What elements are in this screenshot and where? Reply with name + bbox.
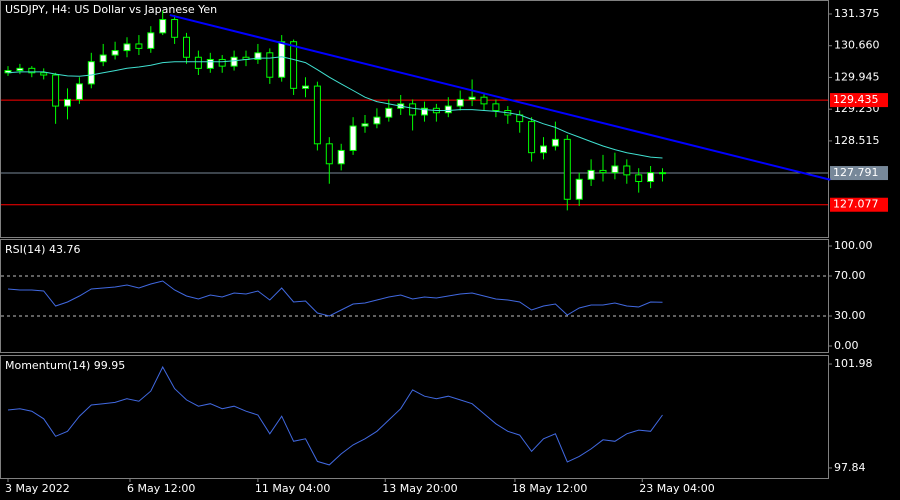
candle-body: [599, 169, 607, 174]
moving-average: [7, 56, 663, 159]
candle-body: [206, 58, 214, 69]
x-tick-label: 18 May 12:00: [512, 482, 587, 495]
candle-body: [147, 32, 155, 49]
candle-body: [290, 41, 298, 89]
x-tick-label: 3 May 2022: [5, 482, 70, 495]
x-tick-label: 11 May 04:00: [255, 482, 330, 495]
candle-body: [456, 98, 464, 107]
price-level-tag: [830, 166, 888, 181]
candle-body: [337, 149, 345, 165]
main-panel-frame: [0, 0, 829, 238]
candle-body: [373, 116, 381, 125]
momentum-panel-frame: [0, 355, 829, 479]
y-tick-label: 97.84: [834, 461, 866, 474]
candle-body: [635, 174, 643, 183]
price-level-tag: [830, 197, 888, 212]
candle-body: [444, 105, 452, 114]
candle-body: [421, 107, 428, 116]
candle-body: [123, 43, 131, 52]
candle-body: [171, 19, 179, 38]
chart-title: USDJPY, H4: US Dollar vs Japanese Yen: [5, 3, 217, 16]
rsi-title: RSI(14) 43.76: [5, 243, 80, 256]
candle-body: [230, 56, 238, 67]
y-tick-label: 70.00: [834, 269, 866, 282]
candle-body: [325, 143, 333, 165]
candle-body: [266, 52, 274, 78]
y-tick-label: 30.00: [834, 309, 866, 322]
trendline: [169, 14, 831, 181]
candle-body: [611, 165, 619, 174]
candle-body: [302, 85, 309, 89]
y-tick-label: 129.945: [834, 70, 880, 83]
candle-body: [194, 56, 202, 69]
candle-body: [575, 178, 583, 200]
price-level-label: 127.077: [833, 198, 879, 211]
candle-body: [587, 169, 595, 180]
candle-body: [528, 121, 536, 154]
candle-body: [647, 172, 655, 183]
candle-body: [623, 165, 631, 176]
candle-body: [480, 96, 488, 105]
x-tick-label: 6 May 12:00: [127, 482, 195, 495]
candle-body: [361, 123, 369, 127]
candle-body: [385, 107, 393, 118]
candle-body: [159, 19, 167, 34]
candle-body: [87, 61, 95, 85]
candle-body: [99, 54, 107, 63]
candle-body: [40, 72, 48, 76]
price-level-label: 129.435: [833, 93, 879, 106]
momentum-title: Momentum(14) 99.95: [5, 359, 125, 372]
y-tick-label: 100.00: [834, 239, 873, 252]
candle-body: [52, 74, 60, 107]
candle-body: [135, 43, 143, 49]
momentum-line: [7, 365, 663, 466]
x-tick-label: 23 May 04:00: [639, 482, 714, 495]
candle-body: [218, 58, 226, 67]
candle-body: [28, 67, 36, 74]
candle-body: [492, 103, 500, 112]
candle-body: [254, 52, 262, 60]
rsi-panel-frame: [0, 239, 829, 353]
candle-body: [111, 50, 119, 56]
candle-body: [563, 138, 571, 200]
price-level-tag: [830, 93, 888, 108]
candle-body: [409, 103, 417, 116]
y-tick-label: 101.98: [834, 357, 873, 370]
candle-body: [183, 36, 190, 58]
candle-body: [551, 138, 559, 147]
candle-body: [313, 85, 321, 145]
y-tick-label: 131.375: [834, 7, 880, 20]
candle-body: [349, 125, 357, 151]
x-tick-label: 13 May 20:00: [382, 482, 457, 495]
y-tick-label: 128.515: [834, 134, 880, 147]
price-level-label: 127.791: [833, 166, 879, 179]
y-tick-label: 130.660: [834, 39, 880, 52]
rsi-line: [7, 280, 663, 317]
y-tick-label: 0.00: [834, 339, 859, 352]
candle-body: [75, 83, 83, 100]
candle-body: [64, 98, 71, 107]
candle-body: [659, 172, 666, 175]
candle-body: [468, 96, 476, 100]
candle-body: [540, 145, 547, 154]
candle-body: [16, 67, 24, 72]
candle-body: [278, 41, 286, 78]
